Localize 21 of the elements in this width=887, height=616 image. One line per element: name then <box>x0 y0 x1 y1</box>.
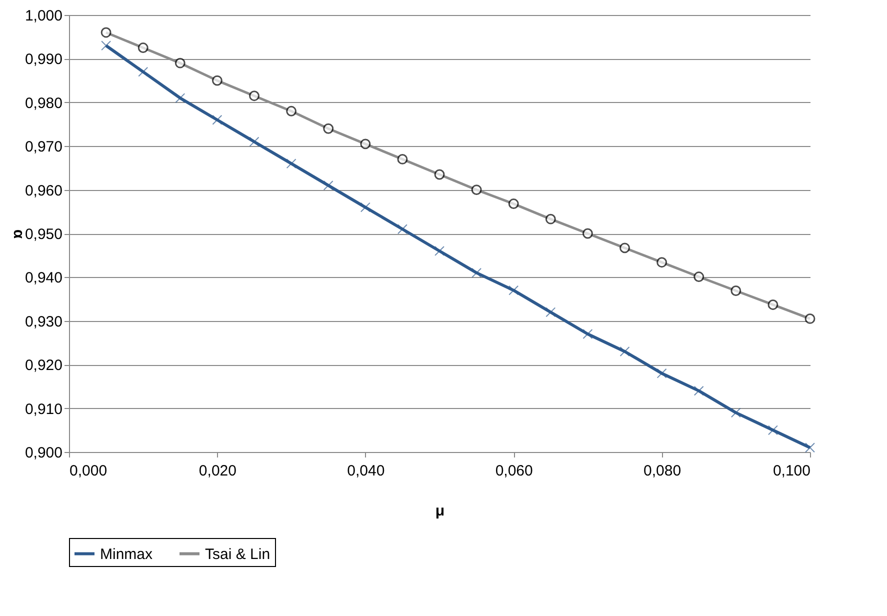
x-tick-label: 0,100 <box>772 462 810 480</box>
x-tick-label: 0,020 <box>198 462 236 480</box>
y-tick-label: 0,990 <box>24 51 62 68</box>
y-tick-label: 0,900 <box>24 444 62 462</box>
y-tick-label: 0,940 <box>24 270 62 287</box>
y-tick-label: 0,960 <box>24 182 62 200</box>
x-axis-title: μ <box>435 502 445 520</box>
y-tick-label: 1,000 <box>24 8 62 24</box>
x-tick-label: 0,080 <box>644 462 682 480</box>
y-tick-label: 0,930 <box>24 313 62 330</box>
x-tick-label: 0,040 <box>347 462 385 480</box>
legend-label: Tsai & Lin <box>205 546 270 563</box>
y-tick-label: 0,980 <box>24 94 62 112</box>
x-tick-label: 0,000 <box>70 462 108 480</box>
y-tick-label: 0,950 <box>24 226 62 243</box>
y-tick-label: 0,920 <box>24 357 62 374</box>
x-tick-label: 0,060 <box>495 462 533 480</box>
y-tick-label: 0,970 <box>24 138 62 156</box>
y-tick-label: 0,910 <box>24 400 62 418</box>
legend-label: Minmax <box>100 546 154 563</box>
y-axis-title: α <box>10 229 27 240</box>
